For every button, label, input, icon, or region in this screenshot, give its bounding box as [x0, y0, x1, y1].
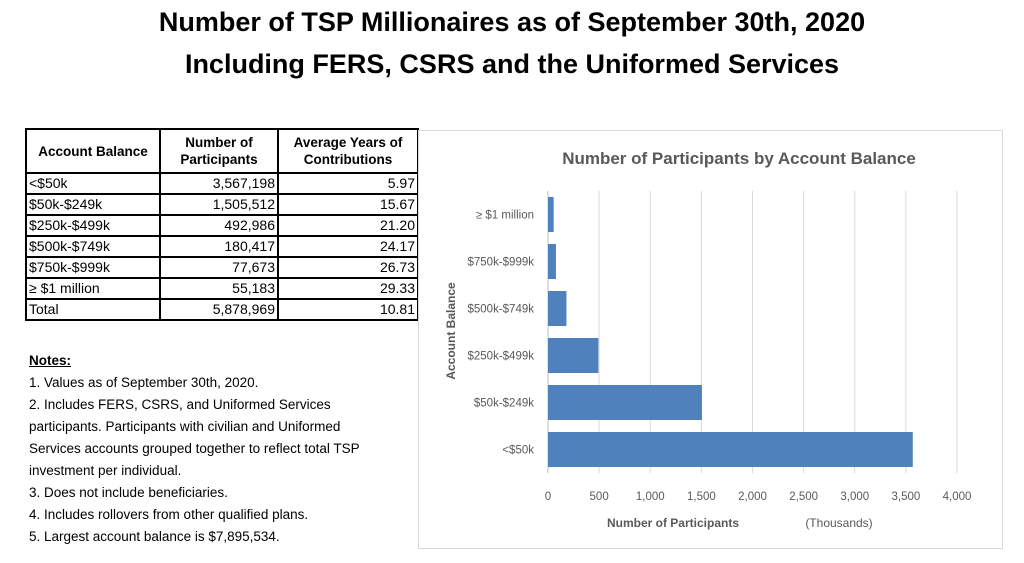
cell-balance: $500k-$749k — [25, 235, 161, 258]
page-title-line1: Number of TSP Millionaires as of Septemb… — [158, 7, 866, 37]
bar — [548, 244, 556, 279]
cell-avg-years: 29.33 — [277, 277, 419, 300]
header-account-balance: Account Balance — [25, 128, 161, 174]
bar — [548, 385, 702, 420]
cell-avg-years: 24.17 — [277, 235, 419, 258]
cell-avg-years: 10.81 — [277, 298, 419, 321]
cell-balance: ≥ $1 million — [25, 277, 161, 300]
y-tick-label: $50k-$249k — [474, 398, 534, 410]
table-row: $500k-$749k 180,417 24.17 — [25, 235, 419, 258]
cell-avg-years: 26.73 — [277, 256, 419, 279]
cell-participants: 1,505,512 — [159, 193, 279, 216]
table-row: <$50k 3,567,198 5.97 — [25, 172, 419, 195]
cell-balance: $250k-$499k — [25, 214, 161, 237]
x-tick-label: 2,500 — [789, 491, 818, 503]
bar-chart: Number of Participants by Account Balanc… — [444, 149, 972, 530]
notes-heading: Notes: — [29, 353, 72, 368]
table-row: $750k-$999k 77,673 26.73 — [25, 256, 419, 279]
header-avg-years: Average Years of Contributions — [277, 128, 419, 174]
chart-title: Number of Participants by Account Balanc… — [562, 149, 916, 168]
cell-avg-years: 21.20 — [277, 214, 419, 237]
x-tick-label: 0 — [545, 491, 551, 503]
x-tick-label: 1,000 — [636, 491, 665, 503]
y-tick-label: $500k-$749k — [468, 304, 535, 316]
y-tick-label: $250k-$499k — [468, 351, 535, 363]
header-participants: Number of Participants — [159, 128, 279, 174]
y-axis-label: Account Balance — [444, 282, 458, 380]
cell-participants: 77,673 — [159, 256, 279, 279]
cell-participants: 3,567,198 — [159, 172, 279, 195]
x-axis-unit: (Thousands) — [805, 516, 872, 530]
cell-balance: $50k-$249k — [25, 193, 161, 216]
table-row: ≥ $1 million 55,183 29.33 — [25, 277, 419, 300]
table-row: $50k-$249k 1,505,512 15.67 — [25, 193, 419, 216]
bar — [548, 291, 567, 326]
page-title-line2: Including FERS, CSRS and the Uniformed S… — [184, 49, 840, 79]
x-tick-label: 4,000 — [943, 491, 972, 503]
y-tick-label: <$50k — [502, 445, 534, 457]
bar — [548, 338, 599, 373]
cell-avg-years: 15.67 — [277, 193, 419, 216]
cell-balance: Total — [25, 298, 161, 321]
note-item: 1. Values as of September 30th, 2020. — [29, 375, 259, 390]
cell-participants: 492,986 — [159, 214, 279, 237]
x-tick-label: 2,000 — [738, 491, 767, 503]
note-item: 5. Largest account balance is $7,895,534… — [29, 529, 280, 544]
cell-participants: 5,878,969 — [159, 298, 279, 321]
chart-panel: Number of Participants by Account Balanc… — [418, 130, 1003, 549]
x-tick-label: 500 — [590, 491, 609, 503]
note-item: 3. Does not include beneficiaries. — [29, 485, 228, 500]
table-row: Total 5,878,969 10.81 — [25, 298, 419, 321]
cell-balance: $750k-$999k — [25, 256, 161, 279]
cell-participants: 55,183 — [159, 277, 279, 300]
x-tick-label: 3,500 — [891, 491, 920, 503]
x-axis-label: Number of Participants — [607, 516, 739, 530]
x-tick-label: 3,000 — [840, 491, 869, 503]
cell-avg-years: 5.97 — [277, 172, 419, 195]
y-tick-label: ≥ $1 million — [476, 210, 534, 222]
x-tick-label: 1,500 — [687, 491, 716, 503]
bar — [548, 432, 913, 467]
note-item: 4. Includes rollovers from other qualifi… — [29, 507, 309, 522]
y-tick-label: $750k-$999k — [468, 257, 535, 269]
millionaires-table: Account Balance Number of Participants A… — [25, 128, 419, 321]
table-row: $250k-$499k 492,986 21.20 — [25, 214, 419, 237]
note-item: 2. Includes FERS, CSRS, and Uniformed Se… — [29, 397, 360, 478]
cell-participants: 180,417 — [159, 235, 279, 258]
cell-balance: <$50k — [25, 172, 161, 195]
bar — [548, 197, 554, 232]
notes: Notes: 1. Values as of September 30th, 2… — [29, 350, 379, 548]
